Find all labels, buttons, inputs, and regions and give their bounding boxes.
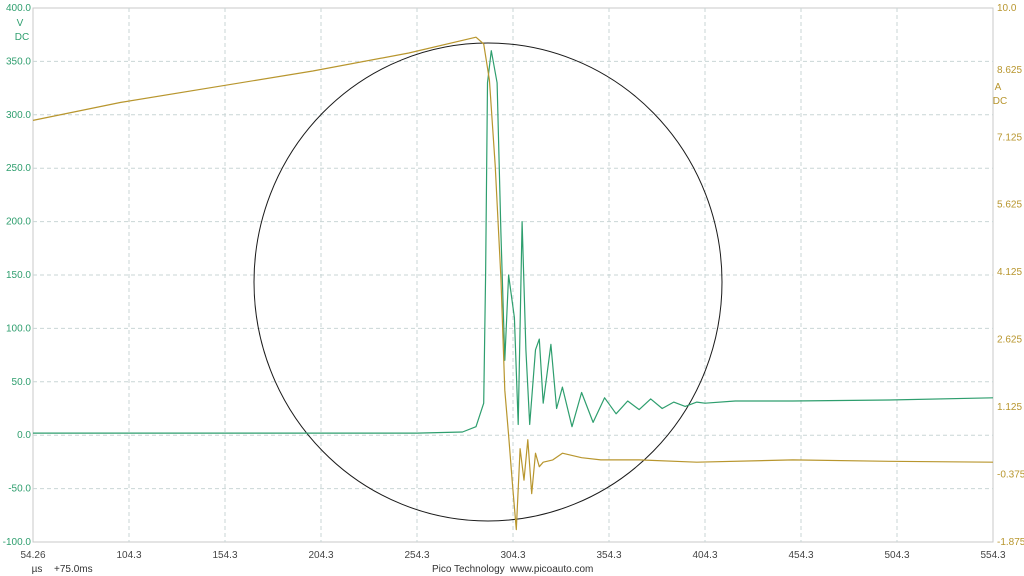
footer-offset: +75.0ms (54, 564, 93, 575)
x-tick-label: 154.3 (212, 550, 237, 561)
left-tick-label: 0.0 (17, 430, 31, 441)
right-tick-label: 2.625 (997, 335, 1022, 346)
left-tick-label: -50.0 (8, 484, 31, 495)
x-tick-label: 204.3 (308, 550, 333, 561)
right-axis-coupling: DC (993, 96, 1007, 107)
left-axis-coupling: DC (15, 32, 29, 43)
left-tick-label: 50.0 (12, 377, 32, 388)
right-axis-unit: A (995, 82, 1002, 93)
right-tick-label: 5.625 (997, 200, 1022, 211)
x-tick-label: 454.3 (788, 550, 813, 561)
right-tick-label: 10.0 (997, 3, 1017, 14)
right-tick-label: 8.625 (997, 65, 1022, 76)
left-axis-unit: V (17, 18, 24, 29)
grid (32, 7, 994, 543)
left-tick-label: -100.0 (3, 537, 32, 548)
left-tick-label: 200.0 (6, 217, 31, 228)
left-tick-label: 100.0 (6, 323, 31, 334)
x-tick-label: 254.3 (404, 550, 429, 561)
footer-url: www.picoauto.com (509, 564, 593, 575)
footer-brand: Pico Technology (432, 564, 505, 575)
series-layer (32, 36, 994, 531)
x-tick-label: 304.3 (500, 550, 525, 561)
x-tick-label: 104.3 (116, 550, 141, 561)
right-tick-label: -1.875 (997, 537, 1024, 548)
annotation-circle (253, 42, 723, 522)
left-axis-ticks: 400.0 350.0 300.0 250.0 200.0 150.0 100.0 50.0 0… (3, 3, 32, 548)
left-tick-label: 250.0 (6, 163, 31, 174)
x-tick-label: 54.26 (20, 550, 45, 561)
x-axis-ticks: 54.26 104.3 154.3 204.3 254.3 304.3 354.3 404.3… (20, 550, 1005, 561)
x-tick-label: 404.3 (692, 550, 717, 561)
current-trace (32, 36, 994, 531)
right-tick-label: 1.125 (997, 402, 1022, 413)
x-tick-label: 504.3 (884, 550, 909, 561)
right-tick-label: -0.375 (997, 470, 1024, 481)
voltage-trace (33, 50, 994, 434)
left-tick-label: 300.0 (6, 110, 31, 121)
right-axis-ticks: 10.0 8.625 7.125 5.625 4.125 2.625 1.125 -0.375… (997, 3, 1024, 548)
x-tick-label: 554.3 (980, 550, 1005, 561)
left-tick-label: 150.0 (6, 270, 31, 281)
left-tick-label: 350.0 (6, 56, 31, 67)
footer-unit: µs (32, 564, 43, 575)
right-tick-label: 7.125 (997, 132, 1022, 143)
x-tick-label: 354.3 (596, 550, 621, 561)
left-tick-label: 400.0 (6, 3, 31, 14)
right-tick-label: 4.125 (997, 267, 1022, 278)
